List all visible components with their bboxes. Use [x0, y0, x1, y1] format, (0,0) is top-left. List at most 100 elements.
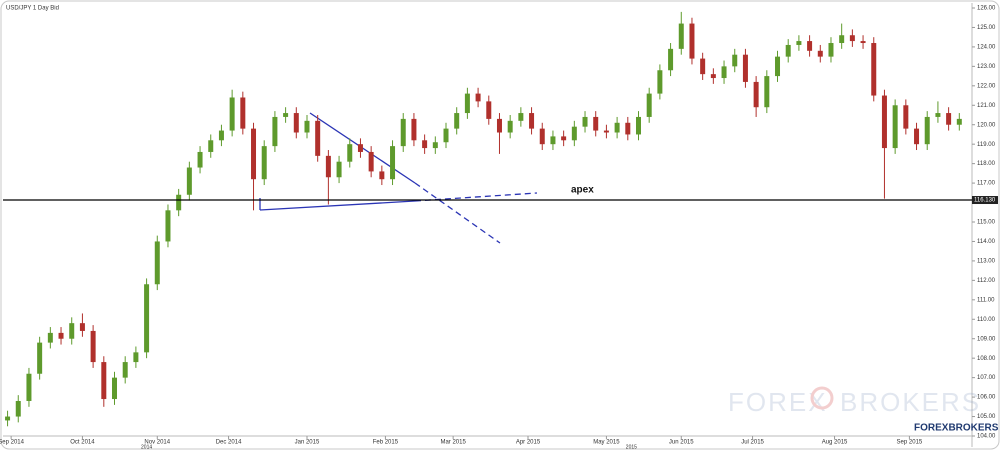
- watermark-icon: [810, 386, 834, 410]
- x-tick-label: Nov 2014: [144, 440, 170, 446]
- y-tick-label: 111.00: [977, 297, 995, 303]
- candle-body: [58, 332, 64, 339]
- candle-body: [454, 113, 460, 129]
- candle-body: [133, 352, 139, 363]
- candle-body: [753, 81, 759, 108]
- candle-body: [357, 144, 363, 152]
- y-tick-label: 119.00: [977, 142, 996, 148]
- candle-body: [785, 44, 791, 57]
- candle-body: [657, 70, 663, 94]
- candle-body: [561, 136, 567, 141]
- candle-body: [646, 93, 652, 117]
- candle-body: [689, 23, 695, 59]
- candle-body: [325, 155, 331, 178]
- upper-trendline-extension: [414, 182, 501, 244]
- price-label-box: [972, 196, 998, 205]
- x-tick-label: Jul 2015: [741, 440, 764, 446]
- x-tick-label: Jun 2015: [669, 440, 694, 446]
- candle-body: [635, 116, 641, 135]
- candle-body: [550, 136, 556, 145]
- candle-body: [272, 116, 278, 147]
- logo: FOREXBROKERS: [914, 423, 999, 434]
- candle-body: [700, 58, 706, 75]
- candle-body: [507, 120, 513, 133]
- y-tick-label: 115.00: [977, 220, 996, 226]
- x-tick-label: Mar 2015: [440, 440, 466, 446]
- candle-body: [112, 377, 118, 400]
- candle-body: [411, 118, 417, 141]
- x-tick-label: Aug 2015: [822, 440, 848, 446]
- year-label: 2015: [626, 444, 637, 450]
- candle-body: [283, 113, 289, 117]
- x-tick-label: Apr 2015: [516, 440, 541, 446]
- candle-body: [860, 41, 866, 44]
- candle-body: [229, 97, 235, 131]
- candle-body: [529, 113, 535, 129]
- candle-body: [197, 151, 203, 168]
- candle-body: [261, 146, 267, 180]
- candle-body: [775, 56, 781, 77]
- y-tick-label: 113.00: [977, 258, 996, 264]
- candle-body: [144, 284, 150, 353]
- candle-body: [79, 323, 85, 331]
- x-tick-label: Dec 2014: [216, 440, 242, 446]
- candle-body: [914, 128, 920, 145]
- candle-body: [871, 43, 877, 96]
- y-tick-label: 112.00: [977, 278, 996, 284]
- candle-body: [946, 113, 952, 125]
- y-tick-label: 106.00: [977, 395, 996, 401]
- candle-body: [315, 120, 321, 156]
- candle-body: [892, 105, 898, 149]
- candle-body: [154, 241, 160, 285]
- x-tick-label: Sep 2015: [897, 440, 923, 446]
- candle-body: [625, 122, 631, 135]
- x-tick-label: Jan 2015: [295, 440, 320, 446]
- candle-body: [304, 120, 310, 133]
- candle-body: [37, 342, 43, 374]
- candle-body: [849, 35, 855, 42]
- candle-body: [710, 74, 716, 79]
- candle-body: [721, 66, 727, 79]
- x-tick-label: May 2015: [593, 440, 620, 446]
- candle-body: [240, 97, 246, 129]
- candle-body: [475, 93, 481, 102]
- candle-body: [903, 105, 909, 129]
- candle-body: [218, 130, 224, 141]
- candle-body: [518, 113, 524, 121]
- candle-body: [176, 194, 182, 211]
- candle-body: [336, 161, 342, 178]
- candle-body: [881, 95, 887, 149]
- x-tick-label: Oct 2014: [70, 440, 95, 446]
- candle-body: [186, 167, 192, 195]
- candle-body: [422, 140, 428, 149]
- watermark-left: FOREX: [728, 387, 828, 417]
- candle-body: [571, 126, 577, 141]
- candle-body: [839, 35, 845, 44]
- y-tick-label: 123.00: [977, 64, 996, 70]
- candle-body: [293, 113, 299, 133]
- candle-body: [15, 400, 21, 417]
- annotation: apex: [571, 185, 594, 196]
- candle-body: [603, 130, 609, 133]
- candle-body: [539, 128, 545, 145]
- y-tick-label: 126.00: [977, 6, 996, 12]
- candle-body: [69, 323, 75, 339]
- y-tick-label: 114.00: [977, 239, 996, 245]
- candle-body: [828, 43, 834, 57]
- y-tick-label: 121.00: [977, 103, 996, 109]
- candle-body: [47, 332, 53, 343]
- watermark-right: BROKERS: [840, 387, 981, 417]
- candle-body: [432, 142, 438, 149]
- candle-body: [496, 118, 502, 133]
- candle-body: [101, 362, 107, 400]
- candle-body: [368, 151, 374, 172]
- candle-body: [486, 101, 492, 119]
- y-tick-label: 108.00: [977, 356, 996, 362]
- y-tick-label: 124.00: [977, 44, 996, 50]
- candle-body: [122, 362, 128, 378]
- candle-body: [26, 373, 32, 401]
- y-tick-label: 110.00: [977, 317, 996, 323]
